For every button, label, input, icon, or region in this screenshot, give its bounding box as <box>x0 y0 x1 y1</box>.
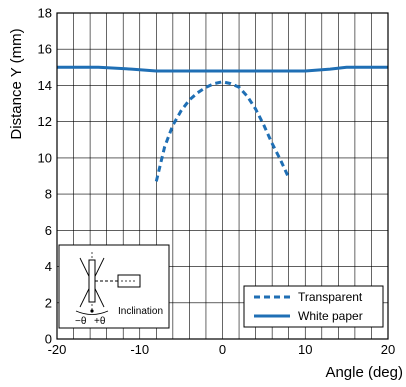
y-tick-label: 16 <box>38 42 52 57</box>
inset-angle-arc <box>75 310 109 315</box>
y-tick-label: 4 <box>45 259 52 274</box>
x-tick-label: -10 <box>130 342 149 357</box>
y-tick-label: 8 <box>45 187 52 202</box>
inset-frame <box>58 244 170 329</box>
x-tick-label: -20 <box>48 342 67 357</box>
y-tick-label: 14 <box>38 78 52 93</box>
x-tick-label: 0 <box>219 342 226 357</box>
inset-sensor-body <box>88 259 96 303</box>
inclination-inset: −θ +θ Inclination <box>58 244 170 329</box>
y-axis-title: Distance Y (mm) <box>8 28 25 139</box>
y-tick-label: 10 <box>38 150 52 165</box>
legend-frame <box>243 285 384 328</box>
legend-label-transparent: Transparent <box>298 290 363 304</box>
y-tick-label: 6 <box>45 223 52 238</box>
inset-pivot <box>90 309 94 313</box>
y-tick-label: 12 <box>38 114 52 129</box>
plot-frame <box>56 12 389 340</box>
y-tick-label: 18 <box>38 6 52 21</box>
x-tick-label: 20 <box>381 342 395 357</box>
legend-label-white-paper: White paper <box>298 309 363 323</box>
legend: Transparent White paper <box>243 285 384 328</box>
x-tick-labels: -20 -10 0 10 20 <box>48 342 396 357</box>
y-tick-labels: 0 2 4 6 8 10 12 14 16 18 <box>38 6 52 347</box>
y-tick-label: 0 <box>45 332 52 347</box>
inset-minus-theta-label: −θ <box>75 316 87 327</box>
inset-caption: Inclination <box>118 306 163 317</box>
x-axis-title: Angle (deg) <box>325 364 403 381</box>
x-tick-label: 10 <box>298 342 312 357</box>
series-layer <box>57 65 388 182</box>
inset-plus-theta-label: +θ <box>94 316 106 327</box>
series-line-white-paper <box>57 65 388 73</box>
y-tick-label: 2 <box>45 295 52 310</box>
